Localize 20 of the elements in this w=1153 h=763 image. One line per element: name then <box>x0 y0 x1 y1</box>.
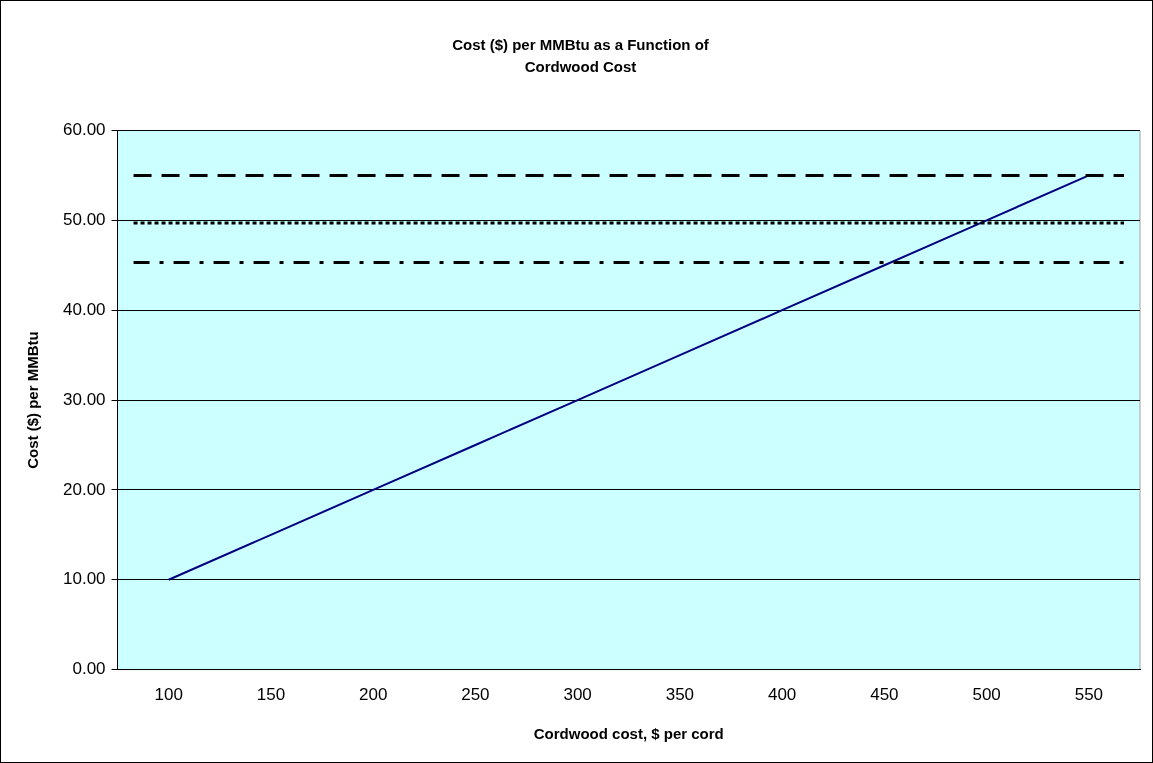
x-tick-label: 400 <box>767 685 797 705</box>
x-tick-label: 450 <box>870 685 899 705</box>
x-tick-label: 250 <box>461 685 490 705</box>
x-tick-label: 100 <box>154 685 183 705</box>
y-tick-label: 30.00 <box>62 389 106 409</box>
x-tick-label: 350 <box>665 685 695 705</box>
x-axis-title: Cordwood cost, $ per cord <box>533 725 724 743</box>
y-tick-label: 10.00 <box>62 569 106 589</box>
x-tick-label: 300 <box>563 685 592 705</box>
y-axis-title: Cost ($) per MMBtu <box>24 331 42 469</box>
y-tick-label: 60.00 <box>62 120 106 140</box>
y-tick-label: 50.00 <box>62 210 106 230</box>
y-tick-label: 20.00 <box>62 479 106 499</box>
x-tick-label: 500 <box>972 685 1001 705</box>
x-tick-label: 200 <box>358 685 388 705</box>
x-tick-label: 150 <box>256 685 286 705</box>
chart-title: Cost ($) per MMBtu as a Function of Cordwood Cost <box>452 36 710 75</box>
y-tick-label: 40.00 <box>62 299 106 319</box>
y-tick-label: 0.00 <box>72 659 106 679</box>
x-tick-label: 550 <box>1074 685 1104 705</box>
